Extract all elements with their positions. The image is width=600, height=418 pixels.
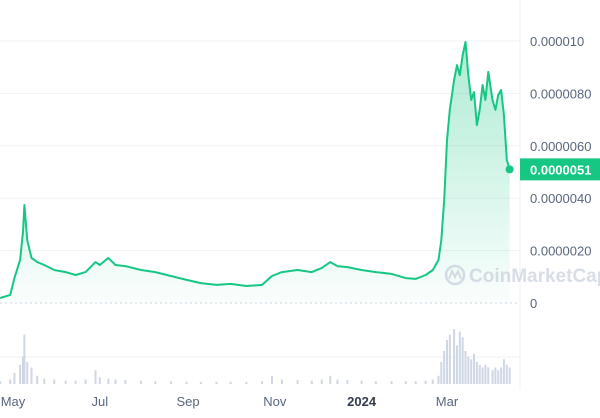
volume-bar [280, 379, 283, 384]
x-tick-label: 2024 [347, 394, 377, 409]
volume-bar [478, 364, 481, 384]
price-area-fill [0, 42, 510, 303]
volume-bars [0, 329, 511, 384]
volume-bar [140, 380, 143, 384]
volume-bar [473, 353, 476, 384]
y-tick-label: 0.0000080 [530, 86, 591, 101]
volume-bar [414, 381, 417, 384]
volume-bar [458, 331, 461, 384]
volume-bar [440, 362, 443, 384]
volume-bar [107, 378, 110, 384]
volume-bar [199, 381, 202, 384]
y-tick-label: 0.0000060 [530, 139, 591, 154]
volume-bar [94, 370, 97, 384]
x-axis-ticks: May Jul Sep Nov 2024 Mar [1, 394, 459, 409]
volume-bar [443, 351, 446, 384]
volume-bar [320, 379, 323, 384]
volume-bar [360, 380, 363, 384]
volume-bar [404, 381, 407, 384]
volume-bar [84, 379, 87, 384]
volume-bar [296, 380, 299, 384]
volume-bar [36, 375, 39, 384]
volume-bar [310, 380, 313, 384]
watermark-text: CoinMarketCap [469, 266, 600, 287]
volume-bar [470, 359, 473, 384]
volume-bar [215, 381, 218, 384]
x-tick-label: Jul [91, 394, 108, 409]
x-tick-label: May [1, 394, 26, 409]
volume-bar [481, 367, 484, 384]
last-price-dot [505, 165, 514, 174]
volume-bar [261, 381, 264, 384]
volume-bar [30, 367, 33, 384]
volume-bar [64, 380, 67, 384]
volume-bar [424, 380, 427, 384]
volume-bar [43, 378, 46, 384]
volume-bar [390, 381, 393, 384]
volume-bar [491, 370, 494, 384]
volume-bar [19, 364, 22, 384]
y-tick-label: 0.0000040 [530, 191, 591, 206]
volume-bar [455, 345, 458, 384]
volume-bar [453, 329, 456, 384]
volume-bar [494, 367, 497, 384]
volume-bar [464, 351, 467, 384]
volume-bar [508, 367, 511, 384]
y-tick-label: 0.000010 [530, 34, 584, 49]
volume-bar [500, 367, 503, 384]
volume-bar [475, 362, 478, 384]
volume-bar [461, 337, 464, 384]
volume-bar [497, 370, 500, 384]
volume-bar [21, 356, 24, 384]
volume-bar [98, 377, 101, 384]
y-tick-label: 0.0000020 [530, 244, 591, 259]
y-axis-ticks: 0 0.0000020 0.0000040 0.0000060 0.0000080 0.0… [530, 34, 591, 311]
volume-bar [124, 380, 127, 384]
volume-bar [114, 379, 117, 384]
volume-bar [270, 375, 273, 384]
x-tick-label: Mar [436, 394, 459, 409]
volume-bar [346, 380, 349, 384]
volume-bar [336, 379, 339, 384]
volume-bar [329, 375, 332, 384]
y-tick-label: 0 [530, 296, 537, 311]
volume-bar [245, 381, 248, 384]
watermark-logo: CoinMarketCap [444, 264, 600, 287]
volume-bar [505, 364, 508, 384]
logo-wave [448, 268, 462, 280]
volume-bar [431, 379, 434, 384]
volume-bar [53, 379, 56, 384]
volume-bar [13, 373, 16, 384]
coinmarketcap-logo-icon [444, 264, 466, 286]
volume-bar [446, 340, 448, 384]
current-price-label: 0.0000051 [530, 162, 591, 177]
volume-bar [229, 381, 232, 384]
volume-bar [448, 334, 451, 384]
volume-bar [185, 381, 188, 384]
price-line [0, 41, 511, 299]
x-tick-label: Sep [176, 394, 199, 409]
x-tick-label: Nov [263, 394, 287, 409]
volume-bar [374, 381, 377, 384]
volume-bar [169, 381, 172, 384]
volume-bar [9, 379, 12, 384]
volume-bar [467, 356, 470, 384]
volume-bar [0, 381, 2, 384]
volume-bar [437, 375, 440, 384]
volume-bar [502, 359, 505, 384]
volume-bar [74, 380, 77, 384]
volume-bar [23, 334, 26, 384]
gridlines [0, 40, 520, 252]
current-price-badge: 0.0000051 [520, 158, 600, 181]
volume-bar [26, 362, 29, 384]
volume-bar [484, 364, 487, 384]
volume-bar [487, 367, 490, 384]
volume-bar [154, 381, 157, 384]
